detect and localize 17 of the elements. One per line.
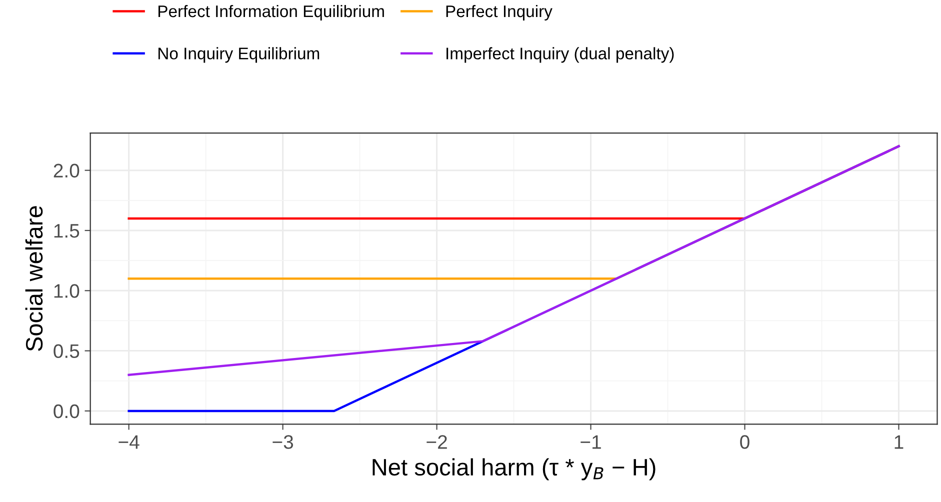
x-tick-label: 1: [894, 435, 904, 449]
legend-label: Perfect Inquiry: [446, 4, 552, 20]
x-tick-label: −2: [426, 435, 447, 449]
legend-label: Imperfect Inquiry (dual penalty): [446, 47, 674, 63]
x-tick-label: −4: [118, 435, 140, 449]
x-tick-label: −3: [272, 435, 294, 449]
legend-label: No Inquiry Equilibrium: [158, 47, 320, 63]
x-axis-title: Net social harm (τ * y$_{B}$ − H): [372, 458, 656, 480]
y-tick-label: 1.0: [54, 284, 80, 298]
x-tick-label: 0: [740, 435, 750, 449]
y-tick-label: 1.5: [54, 224, 80, 238]
legend-label: Perfect Information Equilibrium: [158, 4, 384, 20]
x-tick-label: −1: [580, 435, 601, 449]
y-tick-label: 0.5: [54, 344, 80, 358]
y-tick-label: 0.0: [54, 404, 80, 418]
y-tick-label: 2.0: [54, 164, 80, 178]
y-axis-title: Social welfare: [25, 206, 43, 352]
